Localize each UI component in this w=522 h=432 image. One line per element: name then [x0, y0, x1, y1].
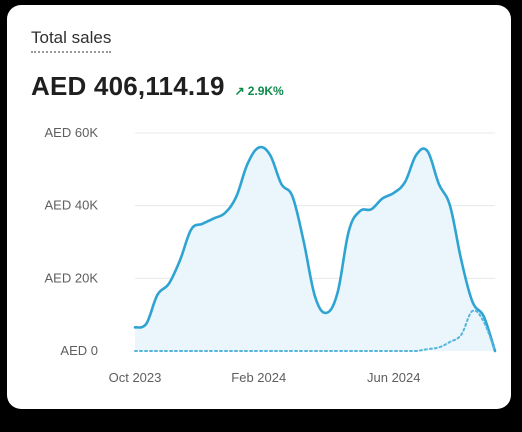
x-tick-label: Jun 2024	[367, 370, 421, 385]
change-percent: 2.9K%	[247, 84, 284, 98]
arrow-up-right-icon: ↗	[234, 84, 245, 98]
series-line-comparison[interactable]	[134, 309, 496, 352]
x-tick-label: Oct 2023	[109, 370, 162, 385]
x-tick-label: Feb 2024	[231, 370, 286, 385]
change-badge: ↗ 2.9K%	[235, 84, 284, 98]
series-area-fill	[135, 147, 495, 351]
y-tick-label: AED 60K	[45, 125, 99, 140]
total-value-row: AED 406,114.19 ↗ 2.9K%	[31, 71, 284, 102]
series-line-current[interactable]	[133, 145, 497, 353]
x-axis-labels: Oct 2023 Feb 2024 Jun 2024	[109, 370, 421, 385]
y-tick-label: AED 40K	[45, 198, 99, 213]
y-tick-label: AED 20K	[45, 270, 99, 285]
y-tick-label: AED 0	[60, 343, 98, 358]
y-axis-labels: AED 0 AED 20K AED 40K AED 60K	[45, 125, 99, 358]
total-sales-card: Total sales AED 406,114.19 ↗ 2.9K% AED 0…	[7, 5, 511, 409]
chart-series	[133, 145, 497, 353]
sales-area-chart[interactable]: AED 0 AED 20K AED 40K AED 60K Oct 2023 Feb 2…	[7, 5, 511, 409]
card-title[interactable]: Total sales	[31, 28, 112, 53]
total-sales-value: AED 406,114.19	[31, 71, 225, 101]
